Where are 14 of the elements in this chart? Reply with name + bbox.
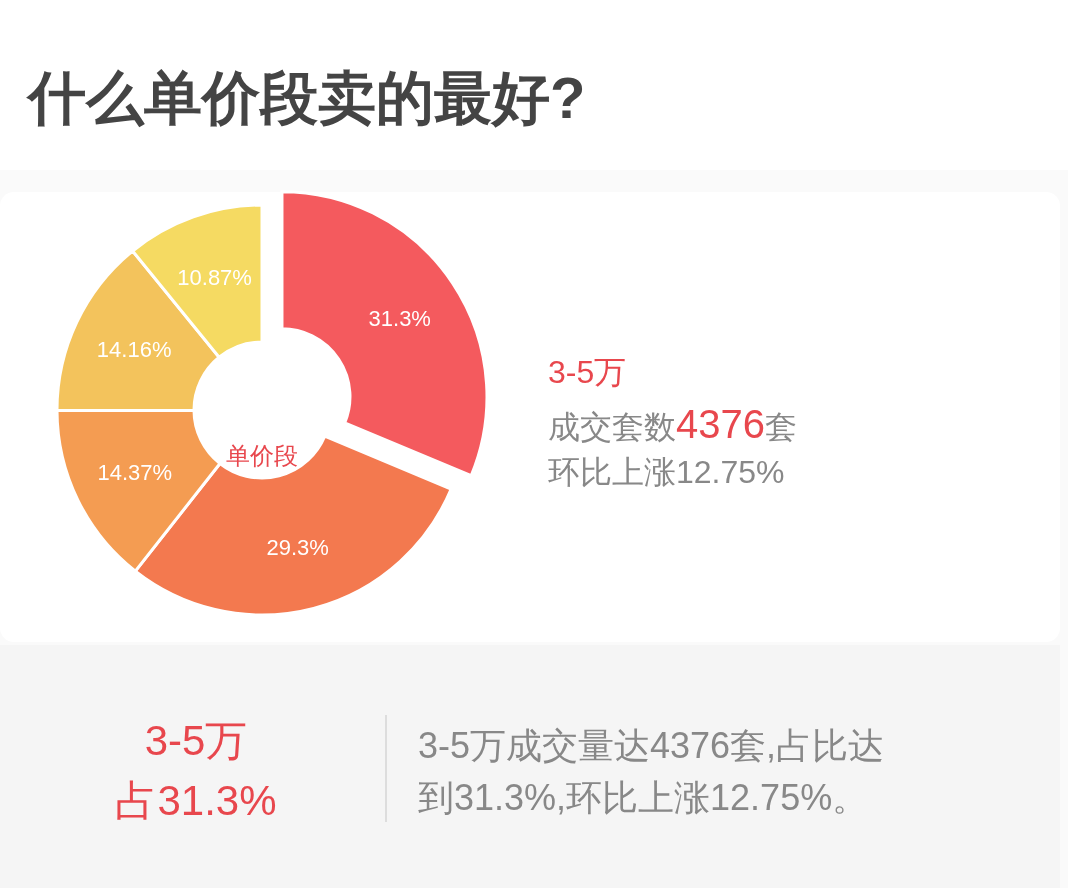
text: 单价段 — [226, 442, 298, 469]
data-label: 29.3% — [266, 534, 329, 560]
data-label: 14.16% — [96, 337, 172, 363]
text: 占31.3% — [115, 777, 277, 824]
text: 3-5万 — [548, 354, 627, 390]
text: 成交套数4376套 — [548, 402, 797, 446]
data-label: 31.3% — [368, 306, 431, 332]
text: 到31.3%,环比上涨12.75%。 — [418, 777, 869, 818]
chart-title: 什么单价段卖的最好? — [26, 65, 586, 130]
text: 3-5万 — [144, 717, 248, 764]
text: 环比上涨12.75% — [548, 454, 785, 490]
data-label: 10.87% — [177, 264, 252, 290]
text: 3-5万成交量达4376套,占比达 — [418, 725, 885, 766]
data-label: 14.37% — [97, 459, 173, 485]
